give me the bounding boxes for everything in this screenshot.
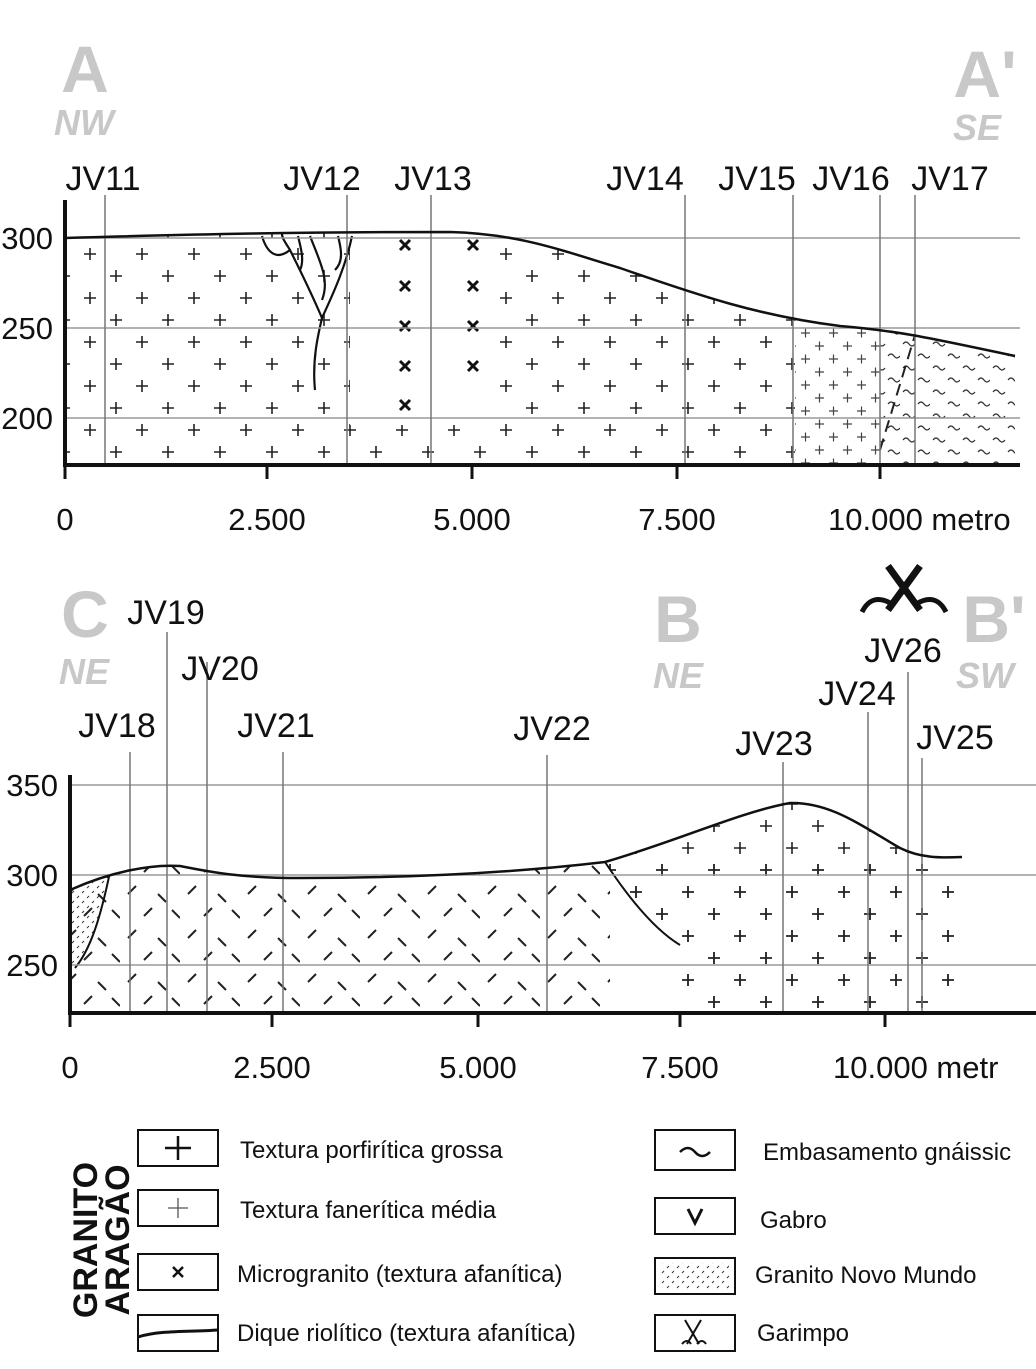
well-label: JV16 [812, 160, 890, 198]
x-axis-label: 5.000 [433, 502, 511, 537]
section-direction: NW [54, 102, 117, 143]
cross-section-figure: A NW A' SE C NE B NE B' SW GRANITO ARAGÃ… [0, 0, 1036, 1369]
well-label: JV21 [237, 707, 315, 745]
legend-label: Dique riolítico (textura afanítica) [237, 1320, 576, 1347]
well-label: JV17 [911, 160, 989, 198]
section-direction: NE [59, 651, 110, 692]
legend-label: Embasamento gnáissic [763, 1139, 1011, 1166]
y-axis-label: 250 [6, 948, 58, 983]
section-2-fill [70, 790, 962, 1013]
y-axis-label: 350 [6, 768, 58, 803]
x-axis-label: 0 [56, 502, 73, 537]
legend-label: Textura porfirítica grossa [240, 1137, 503, 1164]
legend-label: Gabro [760, 1207, 827, 1234]
well-label: JV24 [818, 675, 896, 713]
legend-label: Textura fanerítica média [240, 1197, 497, 1224]
x-axis-label: 2.500 [233, 1050, 311, 1085]
section-letter: B [654, 582, 702, 656]
well-label: JV23 [735, 725, 813, 763]
section-letter: A [61, 32, 109, 106]
x-axis-label: 7.500 [641, 1050, 719, 1085]
well-label: JV12 [283, 160, 361, 198]
legend-label: Garimpo [757, 1320, 849, 1347]
well-label: JV15 [718, 160, 796, 198]
well-label: JV11 [66, 160, 141, 198]
x-axis-label: 10.000 metr [833, 1050, 998, 1085]
garimpo-symbol [862, 566, 946, 612]
section-letter: A' [953, 37, 1016, 111]
y-axis-label: 250 [1, 311, 53, 346]
x-axis-label: 2.500 [228, 502, 306, 537]
well-label: JV19 [127, 594, 205, 632]
y-axis-label: 300 [6, 858, 58, 893]
well-label: JV13 [394, 160, 472, 198]
x-axis-label: 0 [61, 1050, 78, 1085]
well-label: JV26 [864, 632, 942, 670]
section-letter: C [61, 577, 109, 651]
section-1-fill [65, 220, 1020, 465]
x-axis-label: 7.500 [638, 502, 716, 537]
y-axis-label: 300 [1, 221, 53, 256]
section-direction: SE [953, 107, 1002, 148]
section-letter: B' [962, 582, 1025, 656]
y-axis-label: 200 [1, 401, 53, 436]
well-label: JV22 [513, 710, 591, 748]
well-label: JV25 [916, 719, 994, 757]
well-label: JV18 [78, 707, 156, 745]
well-label: JV14 [606, 160, 684, 198]
x-axis-label: 10.000 metro [828, 502, 1011, 537]
well-label: JV20 [181, 650, 259, 688]
legend-label: Microgranito (textura afanítica) [237, 1261, 562, 1288]
section-direction: SW [956, 655, 1017, 696]
section-direction: NE [653, 655, 704, 696]
legend-group: ARAGÃO [99, 1164, 137, 1315]
x-axis-label: 5.000 [439, 1050, 517, 1085]
legend-label: Granito Novo Mundo [755, 1262, 976, 1289]
